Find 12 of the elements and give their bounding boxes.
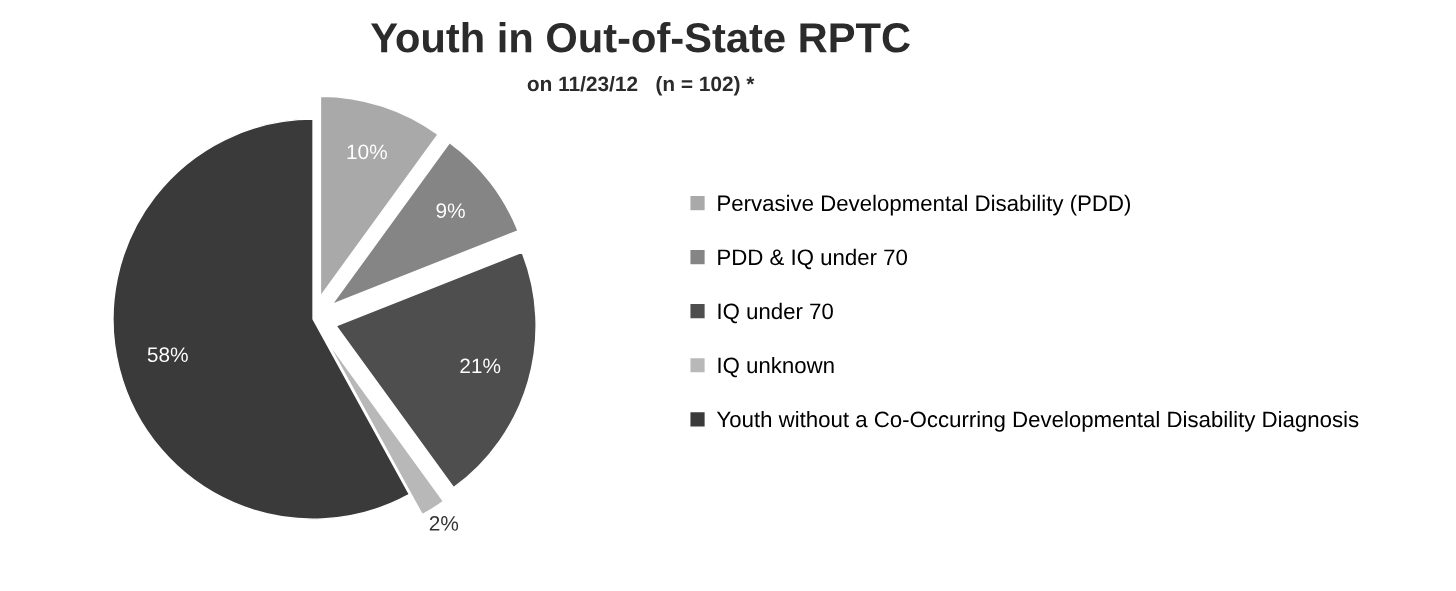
chart-title: Youth in Out-of-State RPTC [370, 21, 910, 53]
legend-label: IQ unknown [718, 356, 834, 378]
legend-label: Pervasive Developmental Disability (PDD) [718, 194, 1130, 216]
data-label: 58% [147, 347, 188, 363]
legend-label: PDD & IQ under 70 [718, 248, 908, 270]
chart-subtitle: on 11/23/12 (n = 102) * [527, 75, 755, 96]
data-label: 9% [436, 203, 465, 219]
legend-label: IQ under 70 [718, 302, 833, 324]
data-label: 2% [429, 516, 459, 531]
data-label: 21% [460, 358, 501, 374]
data-label: 10% [347, 144, 387, 160]
legend-label: Youth without a Co-Occurring Developmental Disability Diagnosis [716, 410, 1359, 432]
